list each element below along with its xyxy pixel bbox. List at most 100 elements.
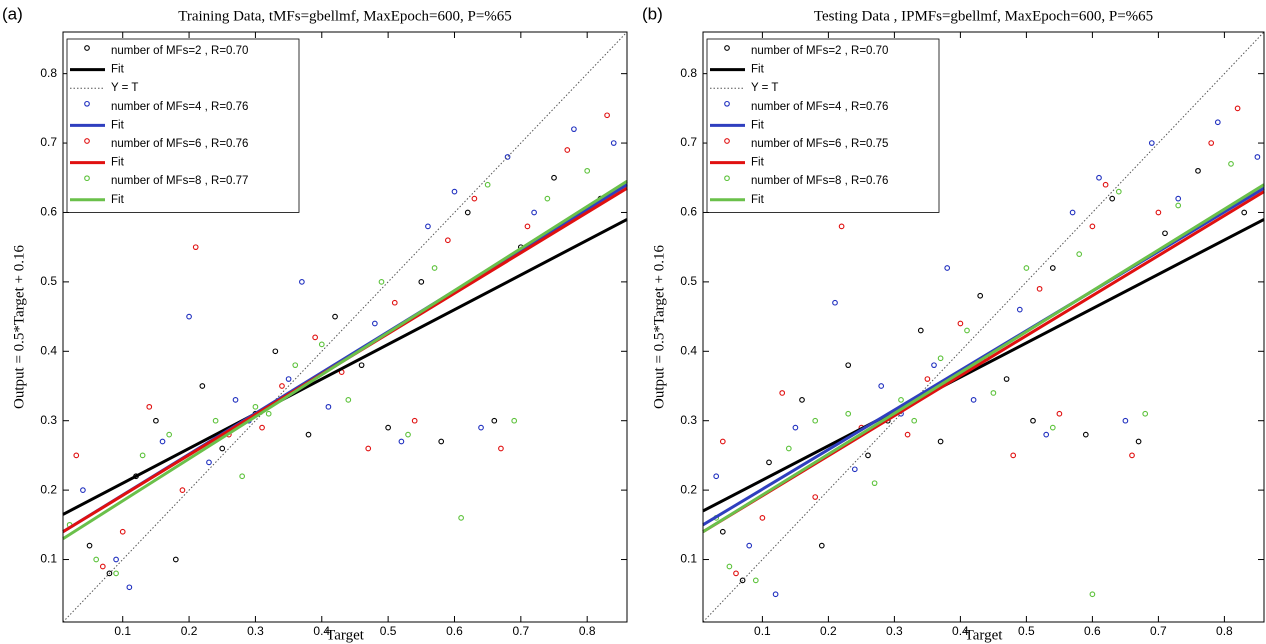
point bbox=[504, 154, 511, 160]
point bbox=[944, 265, 951, 271]
point bbox=[106, 570, 113, 577]
point bbox=[438, 438, 445, 445]
x-tick-label: 0.7 bbox=[1150, 624, 1167, 638]
point bbox=[726, 563, 733, 570]
point bbox=[259, 424, 265, 431]
legend-label: number of MFs=2 , R=0.70 bbox=[111, 45, 248, 57]
legend-label: Y = T bbox=[751, 82, 778, 94]
legend-marker bbox=[724, 175, 730, 182]
point bbox=[1049, 424, 1056, 431]
point bbox=[126, 584, 133, 591]
point bbox=[239, 473, 246, 480]
legend-label: Fit bbox=[111, 194, 125, 206]
point bbox=[172, 556, 179, 563]
chart-title: Training Data, tMFs=gbellmf, MaxEpoch=60… bbox=[178, 8, 512, 24]
point bbox=[924, 376, 931, 382]
point bbox=[1208, 140, 1215, 146]
point bbox=[498, 445, 504, 452]
point bbox=[739, 577, 746, 584]
x-tick-label: 0.1 bbox=[114, 624, 131, 638]
point bbox=[285, 376, 292, 382]
point bbox=[838, 223, 845, 230]
point bbox=[365, 445, 372, 452]
point bbox=[898, 397, 904, 403]
legend-marker bbox=[84, 138, 90, 144]
point bbox=[192, 244, 199, 251]
point bbox=[153, 417, 159, 424]
point bbox=[484, 181, 491, 188]
point bbox=[865, 452, 871, 459]
x-tick-label: 0.8 bbox=[1216, 624, 1233, 638]
point bbox=[1142, 410, 1149, 417]
y-tick-label: 0.4 bbox=[680, 343, 697, 357]
legend: number of MFs=2 , R=0.70 Fit Y = T number o… bbox=[66, 38, 300, 213]
axes-frame bbox=[62, 31, 628, 623]
point bbox=[206, 459, 212, 466]
point bbox=[418, 279, 425, 285]
point bbox=[385, 424, 391, 431]
point bbox=[551, 174, 557, 181]
point bbox=[871, 480, 878, 487]
point bbox=[1115, 188, 1122, 195]
legend-marker bbox=[724, 45, 730, 51]
point bbox=[1214, 119, 1221, 126]
point bbox=[564, 147, 571, 153]
point bbox=[957, 320, 964, 327]
point bbox=[73, 452, 80, 459]
legend-label: Fit bbox=[751, 64, 765, 76]
point bbox=[977, 292, 984, 299]
point bbox=[332, 313, 338, 320]
point bbox=[1049, 265, 1056, 271]
x-tick-label: 0.4 bbox=[952, 624, 969, 638]
y-axis-label: Output = 0.5*Target + 0.16 bbox=[651, 245, 667, 409]
point bbox=[792, 424, 799, 431]
point bbox=[318, 341, 325, 348]
point bbox=[1162, 230, 1168, 237]
legend-label: Fit bbox=[751, 157, 765, 169]
legend-label: number of MFs=4 , R=0.76 bbox=[111, 101, 248, 113]
x-tick-label: 0.5 bbox=[380, 624, 397, 638]
x-tick-label: 0.4 bbox=[313, 624, 330, 638]
point bbox=[719, 528, 726, 535]
legend-label: Fit bbox=[751, 119, 765, 131]
point bbox=[265, 410, 272, 417]
point bbox=[312, 334, 318, 341]
point bbox=[970, 397, 977, 403]
point bbox=[1148, 140, 1155, 146]
legend-label: number of MFs=6 , R=0.75 bbox=[751, 138, 888, 150]
point bbox=[604, 112, 610, 119]
point bbox=[1082, 431, 1089, 438]
legend-label: Y = T bbox=[111, 82, 138, 94]
y-tick-label: 0.2 bbox=[680, 482, 697, 496]
point bbox=[878, 383, 885, 389]
point bbox=[511, 417, 518, 424]
point bbox=[232, 397, 239, 403]
point bbox=[1076, 251, 1083, 257]
point bbox=[1228, 161, 1234, 167]
point bbox=[252, 403, 259, 410]
point bbox=[1254, 154, 1261, 160]
fit-line bbox=[62, 218, 628, 516]
point bbox=[1175, 195, 1182, 202]
x-tick-label: 0.3 bbox=[247, 624, 264, 638]
legend-label: Fit bbox=[751, 194, 765, 206]
x-axis-label: Target bbox=[965, 627, 1004, 643]
x-tick-label: 0.1 bbox=[754, 624, 771, 638]
y-tick-label: 0.2 bbox=[40, 482, 57, 496]
point bbox=[325, 403, 332, 410]
point bbox=[1135, 438, 1142, 445]
point bbox=[851, 466, 858, 473]
point bbox=[1122, 417, 1129, 424]
y-tick-label: 0.5 bbox=[40, 274, 57, 288]
y-tick-label: 0.7 bbox=[40, 135, 57, 149]
point bbox=[733, 570, 739, 577]
point bbox=[411, 417, 418, 424]
point bbox=[779, 390, 786, 396]
point bbox=[113, 556, 119, 563]
y-tick-label: 0.6 bbox=[680, 205, 697, 219]
y-tick-label: 0.7 bbox=[680, 135, 697, 149]
point bbox=[491, 417, 498, 424]
point bbox=[719, 438, 726, 445]
point bbox=[93, 556, 100, 563]
